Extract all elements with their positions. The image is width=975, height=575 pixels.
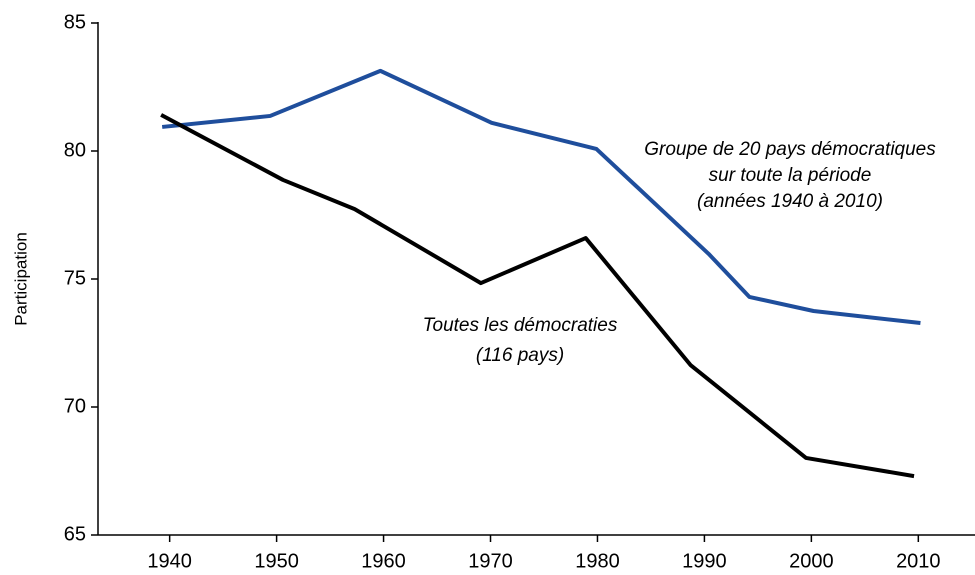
x-tick-label: 1960 [361,550,406,572]
annotation: sur toute la période [709,165,872,186]
y-tick-label: 85 [64,11,86,33]
y-axis-label: Participation [11,232,30,326]
y-tick-label: 75 [64,267,86,289]
y-tick-label: 80 [64,139,86,161]
x-tick-label: 1980 [575,550,620,572]
x-tick-label: 1940 [147,550,192,572]
y-tick-label: 65 [64,523,86,545]
annotation: (années 1940 à 2010) [697,191,883,212]
x-tick-label: 2010 [896,550,941,572]
line-series [161,68,921,326]
x-tick-label: 1970 [468,550,513,572]
y-tick-label: 70 [64,395,86,417]
annotation: Toutes les démocraties [423,315,618,336]
line-series [160,113,915,479]
x-tick-label: 1950 [254,550,299,572]
annotation: Groupe de 20 pays démocratiques [644,139,936,160]
x-tick-label: 1990 [682,550,727,572]
annotation: (116 pays) [476,345,564,366]
x-tick-label: 2000 [789,550,834,572]
